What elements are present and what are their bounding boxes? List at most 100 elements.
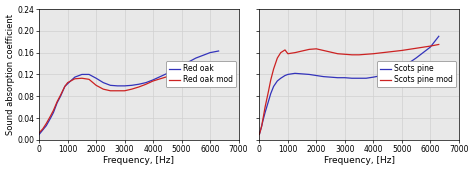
Scots pine mod: [428, 45, 433, 47]
Scots pine mod: [342, 53, 347, 55]
Red oak: [72, 76, 78, 78]
X-axis label: Frequency, [Hz]: Frequency, [Hz]: [324, 156, 394, 166]
Legend: Scots pine, Scots pine mod: Scots pine, Scots pine mod: [377, 61, 456, 87]
Scots pine mod: [335, 53, 340, 55]
Red oak: [40, 129, 46, 131]
X-axis label: Frequency, [Hz]: Frequency, [Hz]: [103, 156, 174, 166]
Scots pine mod: [320, 49, 326, 51]
Scots pine: [356, 77, 362, 79]
Red oak: [100, 82, 106, 84]
Scots pine: [399, 67, 405, 69]
Red oak mod: [143, 83, 149, 85]
Red oak mod: [51, 109, 56, 111]
Red oak: [48, 117, 54, 119]
Red oak: [115, 85, 120, 87]
Scots pine mod: [260, 118, 266, 120]
Red oak: [86, 73, 92, 75]
Scots pine mod: [363, 53, 369, 55]
Scots pine mod: [271, 68, 276, 70]
Scots pine: [268, 93, 273, 95]
Red oak: [143, 82, 149, 84]
Red oak: [122, 85, 128, 87]
Red oak mod: [164, 76, 170, 78]
Red oak mod: [93, 84, 99, 86]
Scots pine: [436, 35, 442, 37]
Red oak: [62, 85, 68, 87]
Red oak mod: [65, 82, 71, 84]
Scots pine: [265, 101, 271, 103]
Red oak: [179, 65, 184, 67]
Red oak mod: [44, 122, 49, 124]
Scots pine mod: [292, 52, 298, 54]
Scots pine: [271, 85, 276, 87]
Red oak mod: [62, 85, 68, 87]
Red oak mod: [150, 80, 156, 82]
Scots pine: [256, 133, 262, 135]
Scots pine mod: [256, 133, 262, 135]
Red oak mod: [55, 101, 60, 103]
Scots pine mod: [285, 53, 291, 55]
Red oak: [216, 50, 221, 52]
Red oak: [193, 57, 199, 59]
Scots pine: [306, 73, 312, 75]
Scots pine mod: [274, 57, 280, 59]
Red oak: [150, 79, 156, 81]
Scots pine mod: [356, 54, 362, 56]
Scots pine mod: [278, 52, 283, 54]
Red oak mod: [100, 88, 106, 90]
Scots pine: [428, 46, 433, 48]
Red oak: [55, 102, 60, 104]
Red oak mod: [136, 86, 142, 88]
Red oak mod: [207, 71, 213, 73]
Scots pine: [278, 77, 283, 79]
Scots pine mod: [282, 49, 288, 51]
Scots pine: [285, 73, 291, 75]
Scots pine mod: [413, 47, 419, 49]
Red oak: [58, 95, 64, 97]
Red oak mod: [86, 78, 92, 80]
Scots pine: [320, 76, 326, 78]
Line: Scots pine mod: Scots pine mod: [259, 44, 439, 134]
Scots pine: [385, 73, 391, 75]
Scots pine: [274, 80, 280, 82]
Red oak: [93, 77, 99, 79]
Scots pine mod: [299, 50, 305, 52]
Red oak mod: [72, 78, 78, 80]
Red oak mod: [79, 77, 85, 79]
Line: Red oak: Red oak: [39, 51, 219, 134]
Red oak: [79, 73, 85, 75]
Scots pine mod: [385, 51, 391, 53]
Red oak: [51, 111, 56, 114]
Scots pine: [328, 76, 333, 78]
Scots pine: [370, 76, 376, 78]
Scots pine mod: [328, 51, 333, 53]
Scots pine mod: [349, 54, 355, 56]
Red oak: [65, 83, 71, 85]
Red oak: [36, 133, 42, 135]
Scots pine: [282, 75, 288, 77]
Scots pine: [313, 75, 319, 77]
Red oak mod: [129, 88, 135, 90]
Red oak mod: [122, 90, 128, 92]
Scots pine: [262, 111, 268, 114]
Scots pine: [335, 77, 340, 79]
Red oak mod: [40, 128, 46, 130]
Red oak mod: [193, 72, 199, 74]
Scots pine mod: [259, 125, 264, 127]
Scots pine: [413, 57, 419, 59]
Scots pine mod: [306, 48, 312, 50]
Red oak mod: [58, 94, 64, 96]
Red oak mod: [48, 115, 54, 117]
Scots pine mod: [370, 53, 376, 55]
Red oak mod: [179, 73, 184, 75]
Scots pine: [292, 72, 298, 74]
Red oak: [136, 83, 142, 85]
Scots pine: [260, 120, 266, 122]
Red oak mod: [216, 70, 221, 72]
Red oak mod: [108, 90, 113, 92]
Red oak: [164, 72, 170, 74]
Scots pine: [259, 125, 264, 127]
Scots pine mod: [268, 79, 273, 81]
Scots pine mod: [262, 106, 268, 108]
Scots pine: [299, 73, 305, 75]
